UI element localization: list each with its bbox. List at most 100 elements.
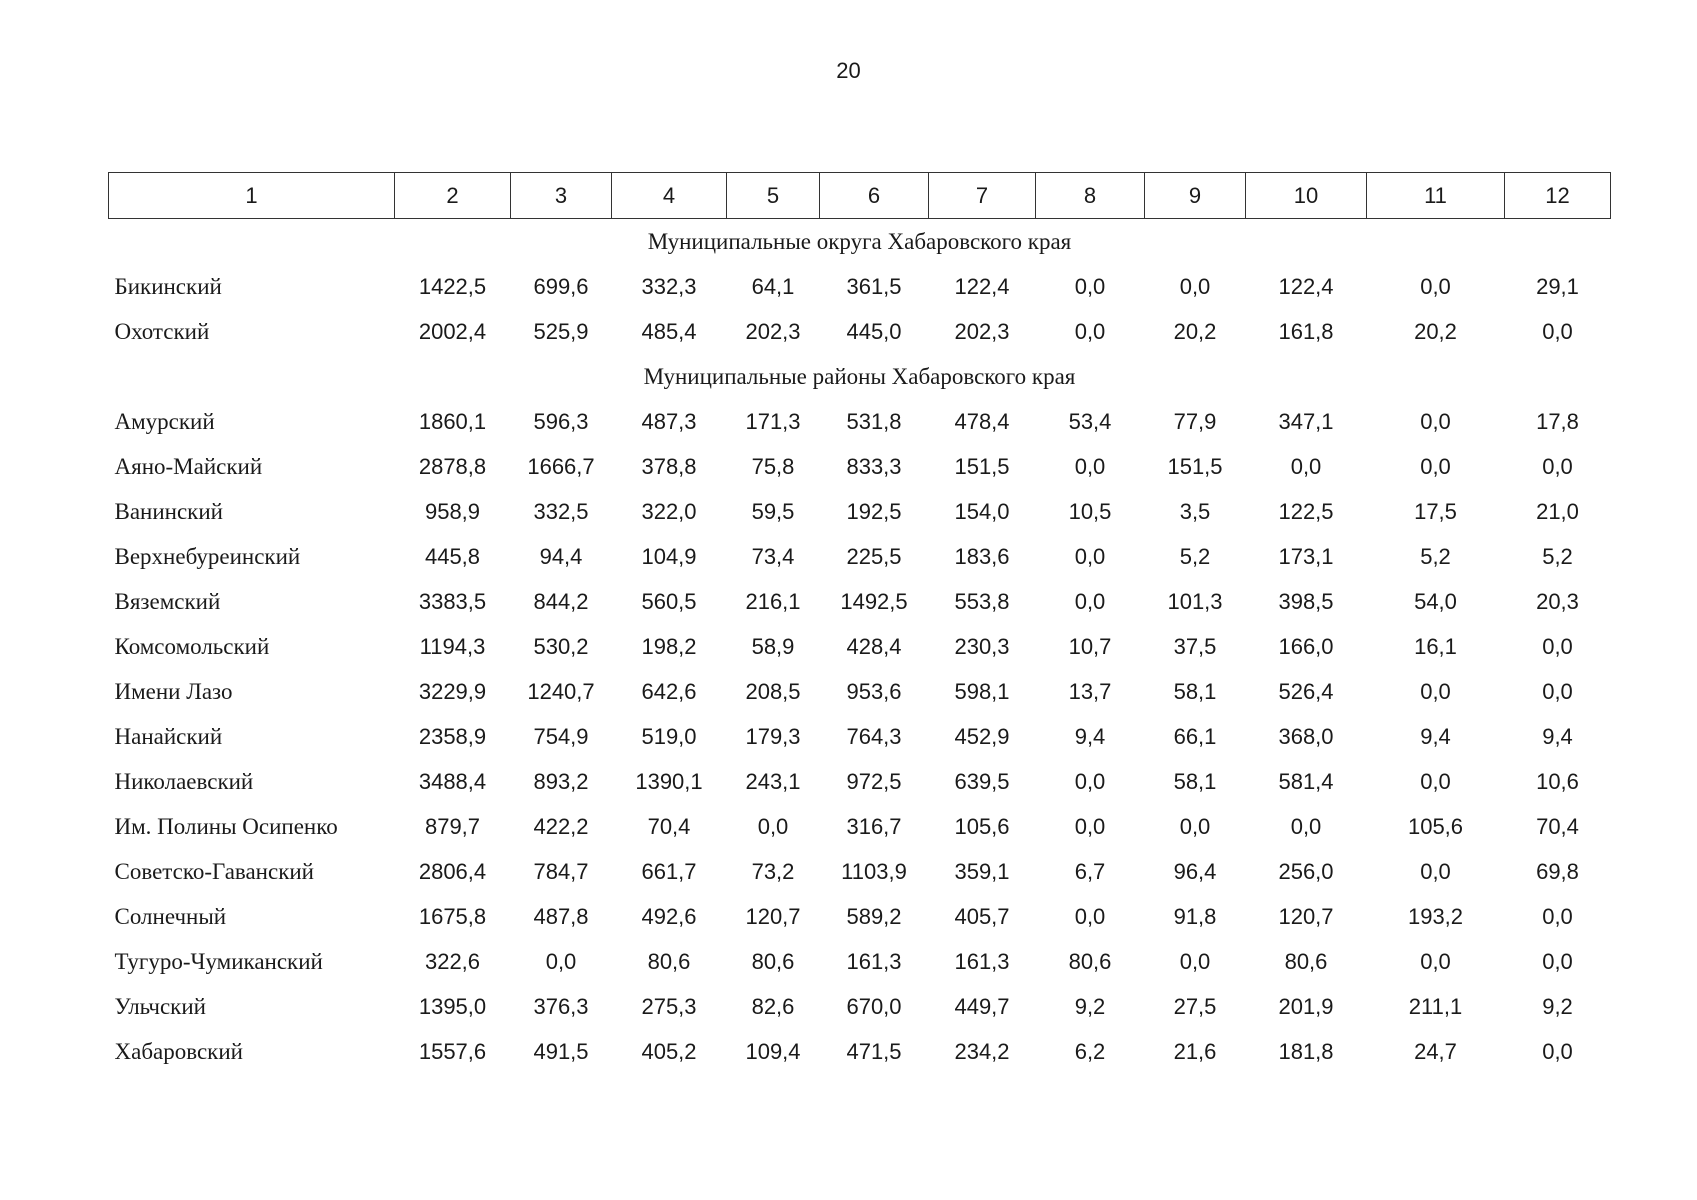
column-header: 2 — [394, 172, 511, 219]
district-name: Ульчский — [114, 993, 206, 1019]
table-cell: 361,5 — [846, 273, 902, 299]
column-header: 3 — [510, 172, 612, 219]
district-name: Советско-Гаванский — [114, 858, 315, 884]
table-cell: 2002,4 — [418, 318, 487, 344]
table-cell: 492,6 — [641, 903, 697, 929]
table-cell: 0,0 — [1074, 588, 1106, 614]
table-cell: 171,3 — [745, 408, 801, 434]
table-cell: 0,0 — [1542, 318, 1573, 344]
table-cell: 0,0 — [1542, 948, 1573, 974]
table-cell: 230,3 — [954, 633, 1010, 659]
table-cell: 598,1 — [954, 678, 1010, 704]
table-cell: 66,1 — [1173, 723, 1217, 749]
table-cell: 833,3 — [846, 453, 902, 479]
table-cell: 183,6 — [954, 543, 1010, 569]
table-cell: 58,9 — [751, 633, 795, 659]
table-cell: 0,0 — [1074, 813, 1106, 839]
table-cell: 445,0 — [846, 318, 902, 344]
district-name: Верхнебуреинский — [114, 543, 301, 569]
table-cell: 94,4 — [539, 543, 583, 569]
table-cell: 0,0 — [1179, 948, 1211, 974]
statistics-table: 1 2 3 4 5 6 7 8 9 10 11 12 Муниципальные… — [108, 172, 1611, 1074]
table-cell: 161,8 — [1278, 318, 1334, 344]
table-cell: 58,1 — [1173, 678, 1217, 704]
table-cell: 478,4 — [954, 408, 1010, 434]
table-cell: 198,2 — [641, 633, 697, 659]
table-cell: 0,0 — [1074, 318, 1106, 344]
table-cell: 1492,5 — [840, 588, 908, 614]
table-cell: 0,0 — [545, 948, 577, 974]
table-cell: 27,5 — [1173, 993, 1217, 1019]
district-name: Хабаровский — [114, 1038, 243, 1064]
table-cell: 193,2 — [1407, 903, 1464, 929]
table-cell: 471,5 — [846, 1038, 902, 1064]
table-cell: 58,1 — [1173, 768, 1217, 794]
table-cell: 21,0 — [1536, 498, 1579, 524]
table-cell: 10,6 — [1536, 768, 1579, 794]
table-cell: 211,1 — [1408, 993, 1463, 1019]
table-cell: 405,2 — [641, 1038, 697, 1064]
district-name: Комсомольский — [114, 633, 270, 659]
table-cell: 9,2 — [1074, 993, 1106, 1019]
table-cell: 398,5 — [1278, 588, 1334, 614]
table-cell: 5,2 — [1179, 543, 1211, 569]
table-cell: 589,2 — [846, 903, 902, 929]
table-cell: 173,1 — [1278, 543, 1334, 569]
district-name: Имени Лазо — [114, 678, 233, 704]
table-cell: 29,1 — [1536, 273, 1579, 299]
table-cell: 525,9 — [533, 318, 589, 344]
table-cell: 166,0 — [1278, 633, 1334, 659]
table-cell: 764,3 — [846, 723, 902, 749]
table-cell: 20,2 — [1414, 318, 1457, 344]
table-cell: 9,4 — [1542, 723, 1573, 749]
table-cell: 80,6 — [1284, 948, 1328, 974]
table-cell: 958,9 — [424, 498, 481, 524]
table-cell: 21,6 — [1173, 1038, 1217, 1064]
column-header: 7 — [928, 172, 1036, 219]
table-cell: 3229,9 — [418, 678, 487, 704]
table-cell: 428,4 — [846, 633, 902, 659]
district-name: Нанайский — [114, 723, 223, 749]
section-title-row: Муниципальные районы Хабаровского края — [109, 354, 1611, 399]
table-cell: 972,5 — [846, 768, 902, 794]
table-row: Солнечный 1675,8 487,8 492,6 120,7 589,2 405,7… — [109, 894, 1611, 939]
table-cell: 953,6 — [846, 678, 902, 704]
table-cell: 53,4 — [1068, 408, 1112, 434]
district-name: Им. Полины Осипенко — [114, 813, 338, 839]
section-title: Муниципальные районы Хабаровского края — [643, 363, 1076, 389]
table-cell: 422,2 — [533, 813, 589, 839]
table-cell: 216,1 — [745, 588, 801, 614]
table-cell: 526,4 — [1278, 678, 1334, 704]
table-cell: 699,6 — [533, 273, 589, 299]
table-row: Аяно-Майский 2878,8 1666,7 378,8 75,8 833,3 15… — [109, 444, 1611, 489]
table-cell: 9,4 — [1420, 723, 1451, 749]
table-cell: 0,0 — [1074, 273, 1106, 299]
table-cell: 9,4 — [1074, 723, 1106, 749]
table-cell: 16,1 — [1414, 633, 1457, 659]
table-row: Вяземский 3383,5 844,2 560,5 216,1 1492,5 553,… — [109, 579, 1611, 624]
table-cell: 0,0 — [1420, 948, 1451, 974]
district-name: Тугуро-Чумиканский — [114, 948, 323, 974]
table-cell: 3488,4 — [418, 768, 487, 794]
table-cell: 0,0 — [1542, 1038, 1573, 1064]
table-row: Им. Полины Осипенко 879,7 422,2 70,4 0,0 316,… — [109, 804, 1611, 849]
table-cell: 376,3 — [533, 993, 589, 1019]
column-header: 8 — [1035, 172, 1145, 219]
table-row: Имени Лазо 3229,9 1240,7 642,6 208,5 953,6 598… — [109, 669, 1611, 714]
table-cell: 0,0 — [1542, 633, 1573, 659]
table-cell: 0,0 — [1074, 903, 1106, 929]
district-name: Солнечный — [114, 903, 227, 929]
district-name: Охотский — [114, 318, 210, 344]
column-header: 4 — [611, 172, 727, 219]
table-cell: 485,4 — [641, 318, 697, 344]
section-title: Муниципальные округа Хабаровского края — [647, 228, 1072, 254]
table-cell: 560,5 — [641, 588, 697, 614]
table-cell: 154,0 — [954, 498, 1010, 524]
table-cell: 368,0 — [1278, 723, 1334, 749]
table-cell: 151,5 — [1167, 453, 1223, 479]
table-cell: 122,4 — [954, 273, 1010, 299]
table-cell: 120,7 — [745, 903, 801, 929]
table-cell: 1194,3 — [419, 633, 486, 659]
table-cell: 639,5 — [954, 768, 1010, 794]
table-cell: 879,7 — [424, 813, 481, 839]
